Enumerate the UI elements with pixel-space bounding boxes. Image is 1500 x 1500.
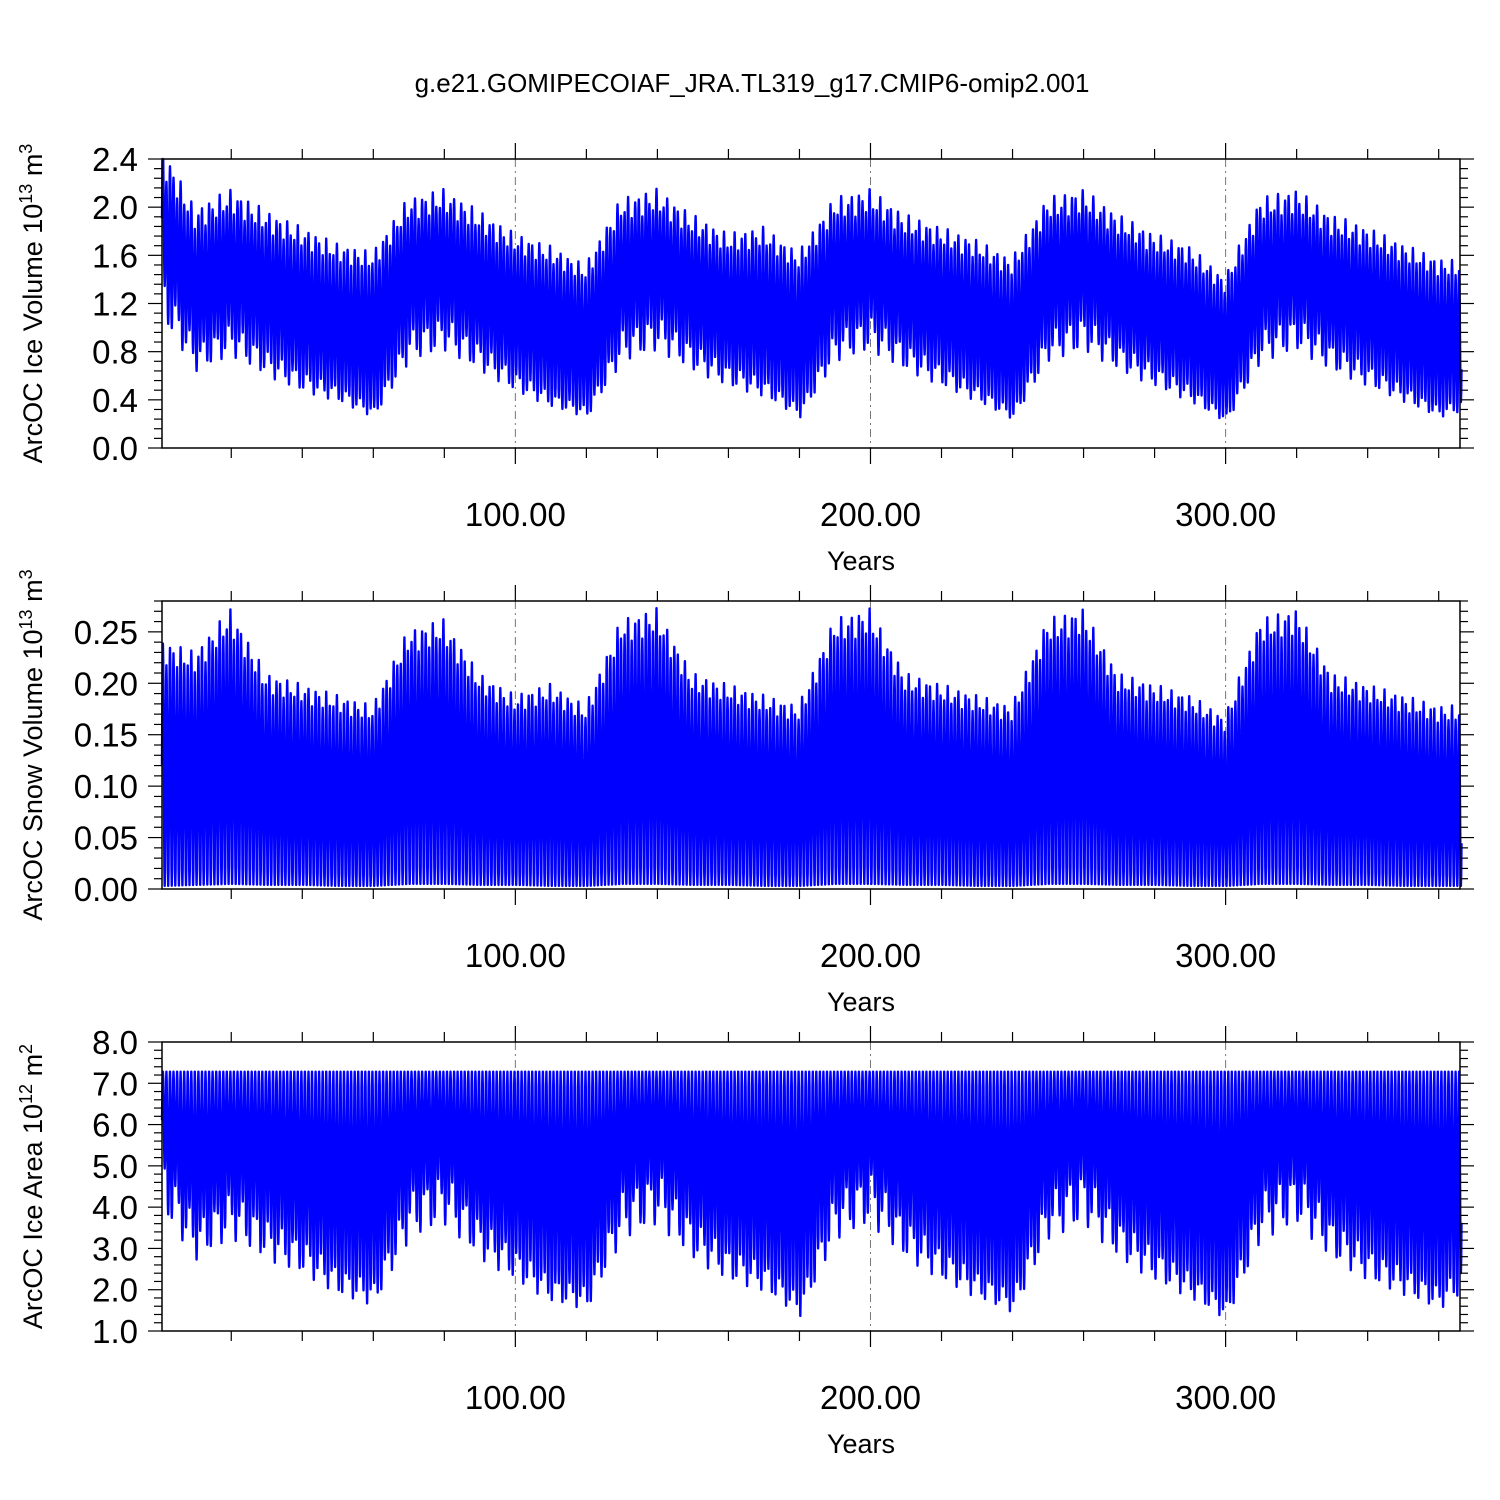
y-tick-label: 0.10 (74, 768, 138, 805)
y-tick-label: 1.6 (92, 237, 138, 274)
x-tick-label: 100.00 (465, 937, 566, 974)
x-tick-label: 100.00 (465, 1379, 566, 1416)
x-axis-label: Years (827, 1429, 895, 1459)
y-tick-label: 0.8 (92, 334, 138, 371)
y-tick-label: 2.4 (92, 141, 138, 178)
panel-snow_volume: 100.00 200.00 300.00 0.00 0.05 0.10 0.15 0.20 0.… (16, 569, 1474, 1017)
x-tick-label: 300.00 (1175, 937, 1276, 974)
x-axis-label: Years (827, 987, 895, 1017)
y-tick-label: 1.0 (92, 1313, 138, 1350)
y-tick-label: 6.0 (92, 1107, 138, 1144)
x-axis-label: Years (827, 546, 895, 576)
x-tick-label: 200.00 (820, 496, 921, 533)
x-tick-label: 200.00 (820, 1379, 921, 1416)
y-tick-label: 1.2 (92, 286, 138, 323)
y-tick-label: 0.00 (74, 871, 138, 908)
y-tick-label: 2.0 (92, 1272, 138, 1309)
x-tick-label: 300.00 (1175, 496, 1276, 533)
panel-ice_volume: 100.00 200.00 300.00 0.0 0.4 0.8 1.2 1.6 2.0 2.4 Y… (16, 141, 1474, 576)
figure-title: g.e21.GOMIPECOIAF_JRA.TL319_g17.CMIP6-om… (415, 68, 1090, 98)
y-tick-label: 0.05 (74, 820, 138, 857)
y-tick-label: 8.0 (92, 1024, 138, 1061)
y-tick-label: 0.15 (74, 717, 138, 754)
y-tick-label: 0.20 (74, 665, 138, 702)
series-line (160, 607, 1463, 888)
y-tick-label: 0.4 (92, 382, 138, 419)
y-tick-label: 0.25 (74, 614, 138, 651)
y-tick-label: 7.0 (92, 1065, 138, 1102)
y-tick-label: 2.0 (92, 189, 138, 226)
y-tick-label: 5.0 (92, 1148, 138, 1185)
y-tick-label: 3.0 (92, 1230, 138, 1267)
y-axis-label: ArcOC Snow Volume 1013 m3 (16, 569, 48, 920)
series-line (160, 157, 1463, 420)
series-line (160, 1070, 1463, 1318)
x-tick-label: 300.00 (1175, 1379, 1276, 1416)
y-tick-label: 4.0 (92, 1189, 138, 1226)
plot-frame (161, 1041, 1461, 1332)
chart-panels: 100.00 200.00 300.00 0.0 0.4 0.8 1.2 1.6 2.0 2.4 Y… (16, 141, 1474, 1459)
y-axis-label: ArcOC Ice Volume 1013 m3 (16, 144, 48, 464)
x-tick-label: 100.00 (465, 496, 566, 533)
panel-ice_area: 100.00 200.00 300.00 1.0 2.0 3.0 4.0 5.0 6.0 7.0 8… (16, 1024, 1474, 1459)
y-tick-label: 0.0 (92, 430, 138, 467)
x-tick-label: 200.00 (820, 937, 921, 974)
y-axis-label: ArcOC Ice Area 1012 m2 (16, 1044, 48, 1329)
